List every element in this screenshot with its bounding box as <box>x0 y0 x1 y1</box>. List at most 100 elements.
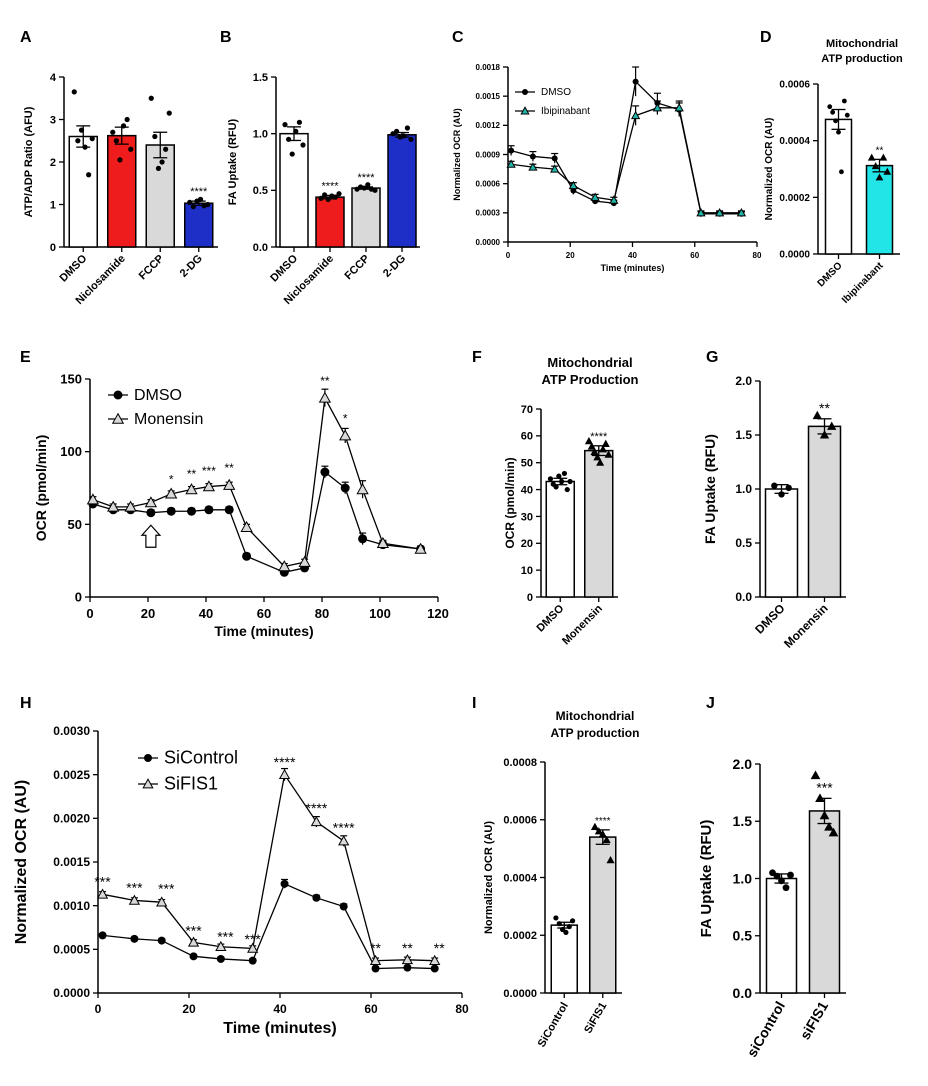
data-point <box>340 483 350 493</box>
significance-label: ** <box>876 145 884 156</box>
data-point <box>401 953 414 965</box>
y-tick-label: 0.0004 <box>503 872 538 884</box>
category-label: Ibipinabant <box>840 260 886 306</box>
data-point <box>117 157 123 163</box>
category-label: DMSO <box>816 260 845 289</box>
y-tick-label: 0.0008 <box>503 757 537 769</box>
y-tick-label: 0 <box>50 242 56 254</box>
data-point <box>155 165 162 171</box>
data-point <box>71 89 77 95</box>
y-tick-label: 2.0 <box>733 756 753 772</box>
data-point <box>187 199 193 205</box>
panel-letter-e: E <box>20 349 31 366</box>
chart-title-line: Mitochondrial <box>547 355 632 370</box>
data-point <box>202 480 216 492</box>
y-tick-label: 0.5 <box>733 928 753 944</box>
data-point <box>339 429 352 441</box>
y-tick-label: 2 <box>50 157 56 169</box>
chart-title-line: Mitochondrial <box>826 38 898 50</box>
series-monensin <box>86 388 427 572</box>
data-point <box>148 95 154 101</box>
series-line <box>102 772 435 962</box>
y-tick-label: 0.0000 <box>779 250 810 261</box>
data-point <box>778 491 785 498</box>
bar-2-dg <box>184 202 214 248</box>
data-point <box>130 934 139 943</box>
y-axis-label: OCR (pmol/min) <box>503 457 517 548</box>
legend-marker <box>111 412 125 424</box>
chart-title-line: Mitochondrial <box>556 709 635 723</box>
chart-title-line: ATP Production <box>541 372 638 387</box>
data-point <box>320 467 330 477</box>
y-tick-label: 0.0003 <box>476 209 501 218</box>
data-point <box>278 560 291 572</box>
data-point <box>376 536 390 548</box>
data-point <box>187 506 196 516</box>
y-tick-label: 1.5 <box>735 428 752 442</box>
data-point <box>96 888 109 899</box>
y-tick-label: 0.0 <box>735 590 752 604</box>
data-point <box>223 478 236 490</box>
significance-label: ** <box>187 467 197 481</box>
data-point <box>871 162 880 170</box>
legend-marker <box>144 754 152 762</box>
panel-e: 0 50 100 150 OCR (pmol/min) 0 20 40 60 80 100 120 Ti… <box>33 372 449 639</box>
data-point <box>240 520 253 532</box>
data-point <box>156 896 168 907</box>
panel-f: 0 10 20 30 40 50 60 70 OCR (pmol/min) Mitochondri… <box>503 355 639 647</box>
significance-label: *** <box>816 779 833 795</box>
bar-fccp <box>351 187 381 248</box>
bar-2-dg <box>387 134 417 248</box>
data-point <box>339 902 348 911</box>
legend-marker <box>522 89 528 95</box>
data-point <box>369 954 382 966</box>
x-axis-label: Time (minutes) <box>214 623 313 639</box>
y-tick-label: 0.0012 <box>476 121 501 130</box>
panel-g: 0.0 0.5 1.0 1.5 2.0 FA Uptake (RFU) DMSO ** Mone… <box>702 374 846 651</box>
y-axis-label: Normalized OCR (AU) <box>764 118 775 221</box>
x-tick-label: 0 <box>95 1002 102 1016</box>
significance-label: *** <box>158 880 175 896</box>
data-point <box>833 118 838 124</box>
data-point <box>336 191 342 197</box>
data-point <box>325 196 331 202</box>
panel-letter-a: A <box>20 29 32 46</box>
data-point <box>300 142 306 148</box>
category-label: 2-DG <box>381 253 408 280</box>
data-point <box>674 103 684 112</box>
significance-label: *** <box>202 464 216 478</box>
data-point <box>242 551 252 561</box>
data-point <box>587 442 596 450</box>
x-tick-label: 100 <box>369 606 391 621</box>
series-sicontrol <box>98 878 439 973</box>
y-tick-label: 0 <box>75 590 82 605</box>
category-label: Monensin <box>560 602 605 647</box>
data-point <box>128 146 134 152</box>
data-point <box>338 835 350 846</box>
significance-label: ** <box>819 400 830 416</box>
data-point <box>528 162 538 171</box>
data-point <box>224 505 234 515</box>
x-tick-label: 40 <box>628 251 637 260</box>
x-tick-label: 0 <box>506 251 511 260</box>
data-point <box>394 128 400 134</box>
data-point <box>875 173 884 181</box>
data-point <box>561 470 568 477</box>
y-tick-label: 0.5 <box>253 185 268 197</box>
data-point <box>293 128 299 134</box>
significance-label: *** <box>185 922 202 938</box>
data-point <box>551 155 558 162</box>
x-axis-label: Time (minutes) <box>601 263 665 273</box>
data-point <box>567 478 573 485</box>
x-tick-label: 80 <box>753 251 762 260</box>
data-point <box>556 473 562 479</box>
data-point <box>403 963 412 972</box>
y-axis-label: Normalized OCR (AU) <box>13 780 30 944</box>
data-point <box>715 208 725 217</box>
data-point <box>593 453 602 461</box>
y-tick-label: 0 <box>527 592 533 604</box>
y-tick-label: 0.0006 <box>779 80 810 91</box>
x-tick-label: 80 <box>315 606 329 621</box>
legend-marker <box>142 778 154 789</box>
data-point <box>604 450 613 458</box>
